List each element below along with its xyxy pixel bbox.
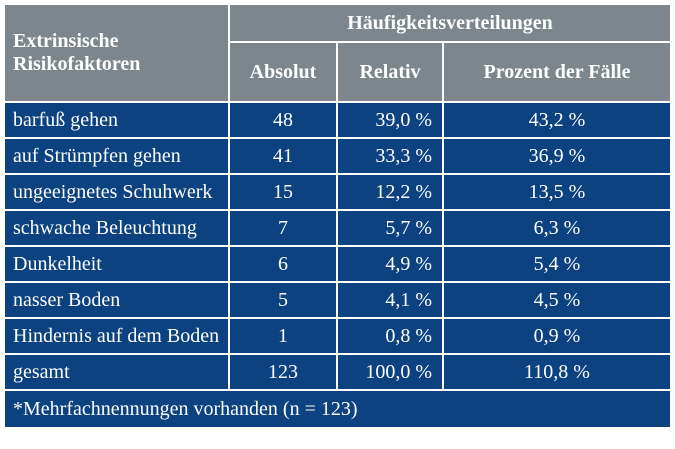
- absolut-header: Absolut: [228, 41, 338, 103]
- cell-absolut: 15: [228, 173, 338, 211]
- table-row: Hindernis auf dem Boden 1 0,8 % 0,9 %: [3, 317, 672, 355]
- cell-relativ: 39,0 %: [336, 101, 444, 139]
- cell-absolut: 7: [228, 209, 338, 247]
- factor-column-header: Extrinsische Risikofaktoren: [3, 3, 230, 103]
- cell-absolut: 6: [228, 245, 338, 283]
- cell-absolut: 41: [228, 137, 338, 175]
- cell-factor: gesamt: [3, 353, 230, 391]
- cell-relativ: 5,7 %: [336, 209, 444, 247]
- table-row: schwache Beleuchtung 7 5,7 % 6,3 %: [3, 209, 672, 247]
- cell-prozent: 110,8 %: [442, 353, 672, 391]
- risk-factor-table: Extrinsische Risikofaktoren Häufigkeitsve…: [3, 3, 672, 429]
- cell-factor: barfuß gehen: [3, 101, 230, 139]
- cell-relativ: 4,9 %: [336, 245, 444, 283]
- table-row: ungeeignetes Schuhwerk 15 12,2 % 13,5 %: [3, 173, 672, 211]
- cell-prozent: 36,9 %: [442, 137, 672, 175]
- cell-factor: ungeeignetes Schuhwerk: [3, 173, 230, 211]
- table-row: barfuß gehen 48 39,0 % 43,2 %: [3, 101, 672, 139]
- cell-prozent: 43,2 %: [442, 101, 672, 139]
- cell-absolut: 5: [228, 281, 338, 319]
- table-row: nasser Boden 5 4,1 % 4,5 %: [3, 281, 672, 319]
- cell-relativ: 100,0 %: [336, 353, 444, 391]
- frequency-group-header: Häufigkeitsverteilungen: [228, 3, 672, 43]
- table-row: Dunkelheit 6 4,9 % 5,4 %: [3, 245, 672, 283]
- cell-factor: schwache Beleuchtung: [3, 209, 230, 247]
- footnote-row: *Mehrfachnennungen vorhanden (n = 123): [3, 389, 672, 429]
- cell-relativ: 0,8 %: [336, 317, 444, 355]
- table-row: auf Strümpfen gehen 41 33,3 % 36,9 %: [3, 137, 672, 175]
- relativ-header: Relativ: [336, 41, 444, 103]
- cell-factor: Dunkelheit: [3, 245, 230, 283]
- table-row: gesamt 123 100,0 % 110,8 %: [3, 353, 672, 391]
- cell-relativ: 4,1 %: [336, 281, 444, 319]
- cell-absolut: 48: [228, 101, 338, 139]
- factor-header-line1: Extrinsische: [13, 30, 119, 52]
- cell-absolut: 1: [228, 317, 338, 355]
- cell-prozent: 0,9 %: [442, 317, 672, 355]
- cell-prozent: 6,3 %: [442, 209, 672, 247]
- cell-prozent: 13,5 %: [442, 173, 672, 211]
- prozent-header: Prozent der Fälle: [442, 41, 672, 103]
- cell-prozent: 4,5 %: [442, 281, 672, 319]
- cell-relativ: 33,3 %: [336, 137, 444, 175]
- cell-factor: auf Strümpfen gehen: [3, 137, 230, 175]
- cell-prozent: 5,4 %: [442, 245, 672, 283]
- cell-relativ: 12,2 %: [336, 173, 444, 211]
- footnote: *Mehrfachnennungen vorhanden (n = 123): [3, 389, 672, 429]
- cell-absolut: 123: [228, 353, 338, 391]
- cell-factor: nasser Boden: [3, 281, 230, 319]
- factor-header-line2: Risikofaktoren: [13, 53, 141, 75]
- cell-factor: Hindernis auf dem Boden: [3, 317, 230, 355]
